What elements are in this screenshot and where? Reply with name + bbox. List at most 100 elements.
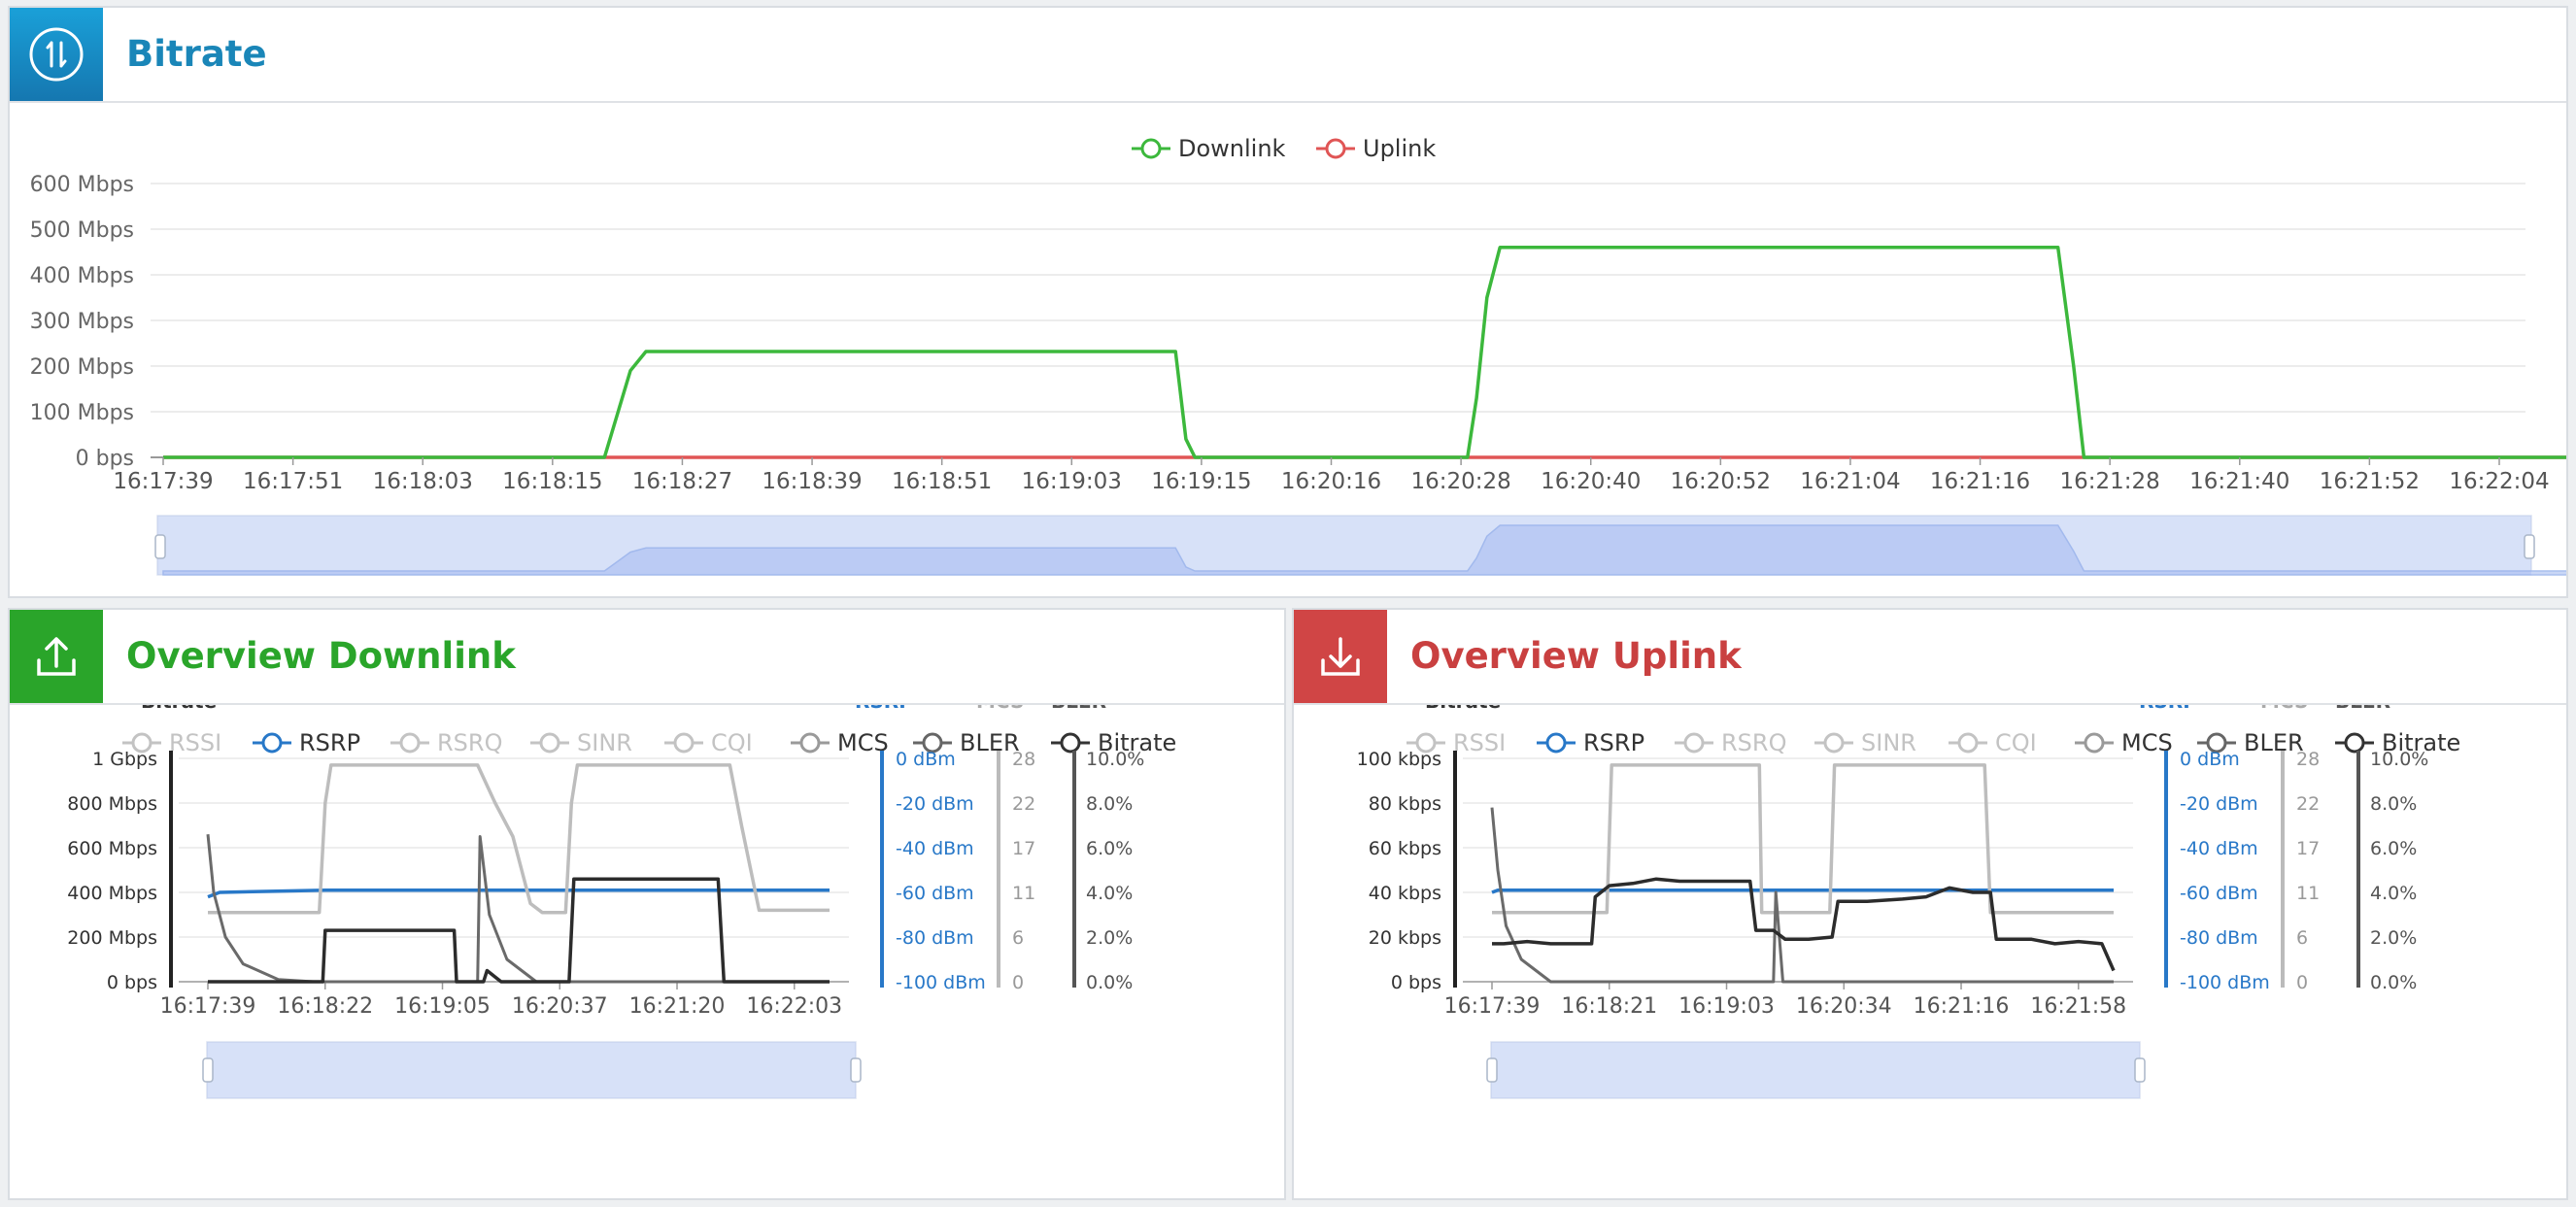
legend-label: BLER	[960, 729, 1020, 756]
legend-rssi[interactable]: RSSI	[122, 729, 221, 756]
y-tick-rsrp: -60 dBm	[896, 883, 974, 904]
legend-label: BLER	[2244, 729, 2304, 756]
legend-bitrate[interactable]: Bitrate	[1051, 729, 1176, 756]
zoom-slider-window[interactable]	[207, 1042, 856, 1098]
legend-marker	[1823, 732, 1845, 754]
x-tick-label: 16:21:28	[2060, 469, 2160, 494]
zoom-handle-right[interactable]	[2524, 534, 2535, 559]
x-tick-label: 16:21:20	[629, 994, 726, 1019]
x-tick-label: 16:20:28	[1410, 469, 1510, 494]
legend-bler[interactable]: BLER	[2197, 729, 2304, 756]
zoom-handle-left[interactable]	[202, 1057, 214, 1083]
y-tick-bitrate: 100 kbps	[1357, 749, 1441, 770]
x-tick-label: 16:21:58	[2030, 994, 2126, 1019]
y-tick-bler: 0.0%	[1086, 972, 1133, 993]
legend-label: SINR	[1861, 729, 1916, 756]
legend-sinr[interactable]: SINR	[530, 729, 632, 756]
legend-rsrq[interactable]: RSRQ	[1675, 729, 1786, 756]
x-tick-label: 16:22:03	[746, 994, 842, 1019]
y-tick-bitrate: 40 kbps	[1369, 883, 1441, 904]
y-tick-rsrp: -20 dBm	[896, 793, 974, 815]
uplink-panel-header: Overview Uplink	[1294, 610, 2566, 705]
series-line-bler	[206, 834, 830, 984]
legend-cqi[interactable]: CQI	[1949, 729, 2037, 756]
legend-rssi[interactable]: RSSI	[1407, 729, 1506, 756]
x-tick-label: 16:19:05	[394, 994, 491, 1019]
x-tick-label: 16:18:15	[502, 469, 602, 494]
downlink-chart: RSSI RSRP RSRQ SINR CQI MCS BLER Bitrate Bitrate…	[67, 705, 1176, 1099]
series-line-bitrate	[1492, 877, 2116, 972]
legend-marker	[1415, 732, 1437, 754]
legend-cqi[interactable]: CQI	[664, 729, 753, 756]
series-line-mcs	[1492, 763, 2114, 915]
y-tick-rsrp: -80 dBm	[896, 927, 974, 949]
legend-rsrp[interactable]: RSRP	[253, 729, 360, 756]
legend-uplink[interactable]: Uplink	[1316, 135, 1436, 162]
legend-label: Uplink	[1363, 135, 1436, 162]
x-tick-label: 16:18:03	[373, 469, 473, 494]
legend-sinr[interactable]: SINR	[1814, 729, 1916, 756]
y-tick-rsrp: -80 dBm	[2180, 927, 2258, 949]
zoom-handle-left[interactable]	[154, 534, 166, 559]
y-tick-mcs: 17	[1012, 838, 1035, 859]
zoom-slider-track[interactable]	[206, 1041, 857, 1099]
bitrate-panel-header: Bitrate	[10, 8, 2566, 103]
legend-label: Bitrate	[1098, 729, 1176, 756]
y-tick-mcs: 11	[1012, 883, 1035, 904]
legend-mcs[interactable]: MCS	[2075, 729, 2173, 756]
legend-bitrate[interactable]: Bitrate	[2335, 729, 2460, 756]
y-tick-bitrate: 1 Gbps	[92, 749, 157, 770]
y-tick-mcs: 28	[2296, 749, 2320, 770]
y-tick-mcs: 0	[1012, 972, 1024, 993]
y-tick-label: 100 Mbps	[30, 401, 134, 425]
x-tick-label: 16:19:15	[1151, 469, 1251, 494]
legend-label: RSRQ	[1721, 729, 1786, 756]
zoom-slider-window[interactable]	[157, 516, 2531, 575]
zoom-handle-right[interactable]	[850, 1057, 862, 1083]
axis-title-bler: BLER	[2335, 705, 2390, 713]
legend-marker	[1325, 138, 1346, 159]
y-tick-rsrp: -100 dBm	[896, 972, 986, 993]
legend-rsrp[interactable]: RSRP	[1537, 729, 1644, 756]
y-tick-bler: 2.0%	[1086, 927, 1133, 949]
y-tick-mcs: 17	[2296, 838, 2320, 859]
x-tick-label: 16:18:27	[632, 469, 732, 494]
y-tick-mcs: 28	[1012, 749, 1035, 770]
y-tick-bitrate: 60 kbps	[1369, 838, 1441, 859]
y-tick-mcs: 0	[2296, 972, 2308, 993]
y-tick-bler: 10.0%	[1086, 749, 1144, 770]
x-tick-label: 16:20:40	[1541, 469, 1641, 494]
y-tick-bler: 8.0%	[1086, 793, 1133, 815]
y-tick-bler: 2.0%	[2370, 927, 2417, 949]
zoom-slider-window[interactable]	[1491, 1042, 2140, 1098]
zoom-handle-right[interactable]	[2134, 1057, 2146, 1083]
x-tick-label: 16:20:52	[1671, 469, 1771, 494]
bitrate-chart: Downlink Uplink 0 bps 100 Mbps 200 Mbps 300 …	[30, 135, 2566, 576]
legend-downlink[interactable]: Downlink	[1132, 135, 1286, 162]
y-tick-bler: 10.0%	[2370, 749, 2428, 770]
series-line-downlink	[163, 246, 2566, 459]
y-tick-label: 400 Mbps	[30, 264, 134, 288]
y-tick-label: 200 Mbps	[30, 355, 134, 380]
legend-marker	[1060, 732, 1081, 754]
legend-mcs[interactable]: MCS	[791, 729, 889, 756]
x-tick-label: 16:20:37	[512, 994, 608, 1019]
legend-label: RSSI	[1453, 729, 1506, 756]
legend-bler[interactable]: BLER	[913, 729, 1020, 756]
series-line-rsrp	[1491, 888, 2114, 894]
y-tick-label: 500 Mbps	[30, 218, 134, 243]
y-tick-label: 600 Mbps	[30, 173, 134, 197]
legend-marker	[1545, 732, 1567, 754]
y-tick-bitrate: 400 Mbps	[67, 883, 157, 904]
y-tick-rsrp: 0 dBm	[2180, 749, 2240, 770]
x-tick-label: 16:20:34	[1796, 994, 1892, 1019]
zoom-handle-left[interactable]	[1486, 1057, 1498, 1083]
legend-label: CQI	[711, 729, 753, 756]
legend-marker	[1957, 732, 1979, 754]
series-line-mcs	[208, 763, 830, 915]
axis-title-bler: BLER	[1051, 705, 1106, 713]
legend-rsrq[interactable]: RSRQ	[390, 729, 502, 756]
x-tick-label: 16:21:40	[2189, 469, 2289, 494]
axis-title-mcs: MCS	[976, 705, 1024, 713]
axis-title-bitrate: Bitrate	[1425, 705, 1501, 713]
